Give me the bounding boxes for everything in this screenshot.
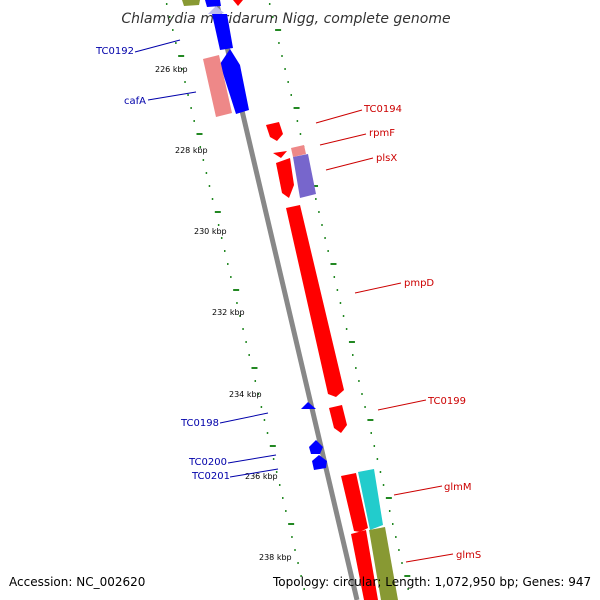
gene-cafa-pink [203,55,232,117]
gene-label-tc0198: TC0198 [180,418,219,429]
gene-label-tc0192: TC0192 [95,46,134,57]
kbp-label-236: 236 kbp [245,472,278,481]
gene-label-cafa: cafA [124,96,146,107]
gene-label-rpmf: rpmF [369,128,395,139]
gene-label-glmm: glmM [444,482,472,493]
gene-label-plsx: plsX [376,153,397,164]
gene-rpmf-pink [291,145,306,157]
gene-tc0198 [301,402,316,409]
genome-summary-text: Topology: circular; Length: 1,072,950 bp… [273,575,592,589]
gene-glmm-cyan [358,469,383,530]
leader-tc0198 [219,412,269,424]
kbp-label-234: 234 kbp [229,390,262,399]
gene-label-glms: glmS [456,550,481,561]
leader-cafa [147,91,197,101]
leader-tc0192 [134,39,181,53]
leader-glms [405,553,454,563]
leader-tc0200 [227,454,277,464]
gene-label-tc0200: TC0200 [188,457,227,468]
gene-glms [351,530,378,600]
gene-partial-blue [205,0,221,7]
gene-tc0199 [329,405,347,433]
kbp-label-238: 238 kbp [259,553,292,562]
gene-tc0192 [212,14,233,50]
gene-label-pmpd: pmpD [404,278,434,289]
gene-glms-olive [369,527,398,600]
map-title: Chlamydia muridarum Nigg, complete genom… [121,11,450,27]
kbp-label-232: 232 kbp [212,308,245,317]
gene-tc0201 [312,455,327,470]
kbp-label-228: 228 kbp [175,146,208,155]
gene-label-tc0194: TC0194 [363,104,402,115]
kbp-label-230: 230 kbp [194,227,227,236]
gene-partial-red [233,0,243,6]
leader-tc0199 [377,399,427,411]
gene-label-tc0199: TC0199 [427,396,466,407]
gene-tc0194 [266,122,283,141]
gene-plsx [276,158,294,198]
gene-tc0192-tip [208,6,224,14]
gene-plsx-violet [293,154,316,198]
gene-partial-olive [182,0,200,6]
leader-tc0201 [229,468,279,478]
gene-pmpd [286,205,344,397]
leader-tc0194 [315,109,363,124]
gene-rpmf [273,151,287,158]
gene-tc0200 [309,440,323,454]
gene-label-tc0201: TC0201 [191,471,230,482]
accession-text: Accession: NC_002620 [9,575,146,589]
leader-glmm [393,485,443,496]
kbp-label-226: 226 kbp [155,65,188,74]
leader-pmpd [354,282,402,294]
gene-cafa [220,49,249,114]
leader-plsx [325,157,374,171]
leader-rpmf [319,133,367,146]
gene-glmm [341,473,368,532]
